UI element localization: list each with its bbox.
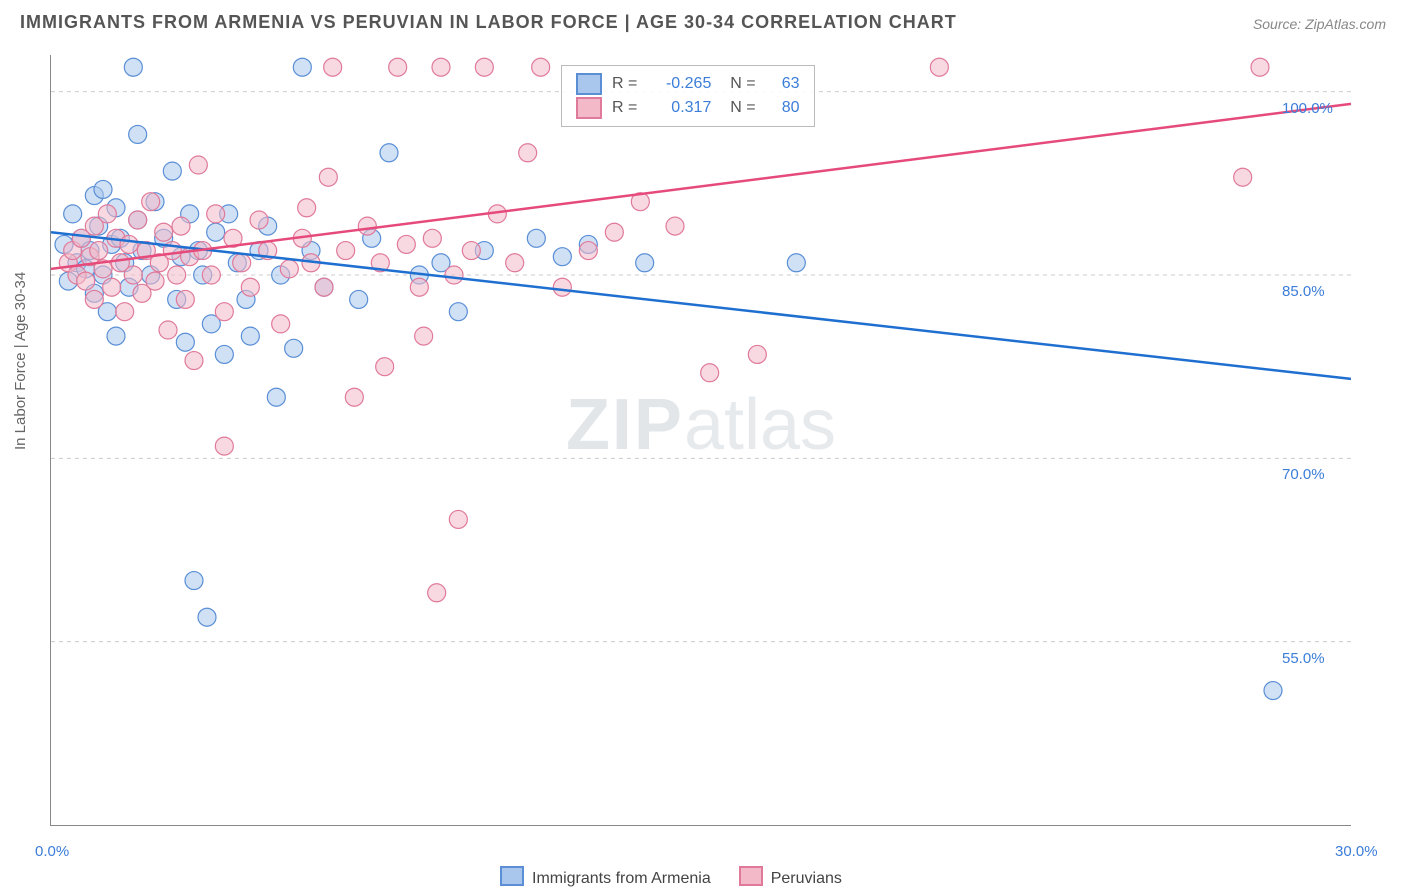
y-axis-label: In Labor Force | Age 30-34 — [12, 272, 29, 450]
y-tick-label: 100.0% — [1282, 100, 1333, 117]
chart-plot: ZIPatlas R =-0.265 N =63R =0.317 N =80 — [50, 55, 1351, 826]
page-title: IMMIGRANTS FROM ARMENIA VS PERUVIAN IN L… — [20, 12, 957, 33]
stats-legend: R =-0.265 N =63R =0.317 N =80 — [561, 65, 815, 127]
x-tick-label: 0.0% — [35, 843, 69, 860]
legend-item: Immigrants from Armenia — [500, 866, 711, 888]
stats-legend-row: R =0.317 N =80 — [576, 96, 800, 120]
series-legend: Immigrants from Armenia Peruvians — [500, 866, 842, 888]
y-tick-label: 70.0% — [1282, 466, 1325, 483]
source-text: Source: ZipAtlas.com — [1253, 16, 1386, 32]
legend-item: Peruvians — [739, 866, 842, 888]
x-tick-label: 30.0% — [1335, 843, 1378, 860]
y-tick-label: 85.0% — [1282, 283, 1325, 300]
y-tick-label: 55.0% — [1282, 650, 1325, 667]
watermark: ZIPatlas — [566, 384, 836, 466]
stats-legend-row: R =-0.265 N =63 — [576, 72, 800, 96]
